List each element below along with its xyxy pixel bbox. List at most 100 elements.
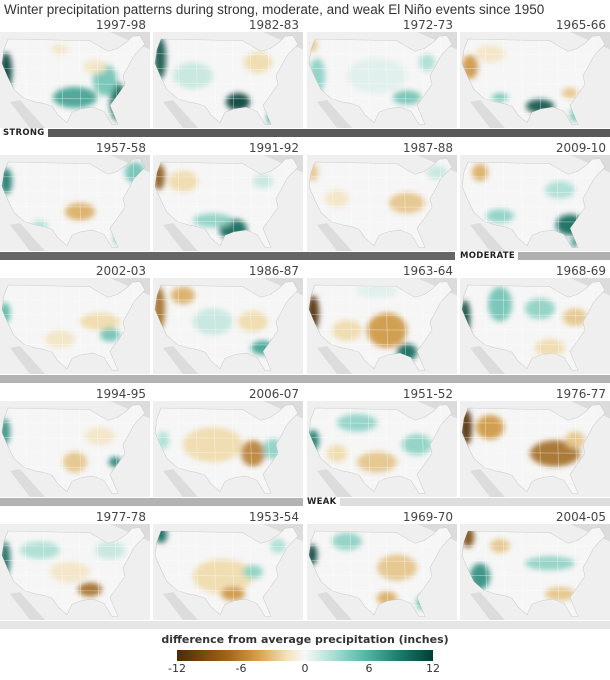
us-outline [1,404,146,494]
map-panel: 1969-70 [307,510,457,620]
state-line [213,527,217,617]
intensity-band-bar [0,375,610,383]
precip-anomaly-region [253,174,273,189]
map-panel: 2009-10 [460,141,610,251]
state-line [155,437,298,439]
season-label: 1976-77 [555,387,606,401]
precip-anomaly-region [2,302,10,324]
precip-anomaly-region [243,565,263,579]
state-line [462,176,605,178]
intensity-band-bar: MODERATE [0,251,610,261]
land-shading [317,592,352,620]
state-line [309,422,452,424]
map-panel: 2004-05 [460,510,610,620]
season-label: 1991-92 [248,141,299,155]
state-line [213,404,217,494]
band-segment [0,498,303,506]
us-precipitation-map [307,524,457,620]
legend-tick: 12 [426,662,440,675]
precip-anomaly-region [470,563,490,590]
map-panel: 1953-54 [153,510,303,620]
precip-anomaly-region [525,298,555,320]
legend-color-ramp [177,650,433,661]
precip-anomaly-region [183,427,243,463]
figure-title: Winter precipitation patterns during str… [4,2,545,17]
precip-anomaly-region [556,214,584,236]
precip-anomaly-region [462,527,474,548]
precip-anomaly-region [193,558,253,594]
land-shading [10,223,45,251]
us-precipitation-map [0,524,150,620]
intensity-band-bar [0,621,610,629]
state-line [309,314,452,316]
precip-anomaly-region [492,93,508,102]
precip-anomaly-region [571,237,579,248]
state-line [462,560,605,562]
precip-anomaly-region [570,107,580,122]
intensity-label: WEAK [304,497,340,507]
land-shading [317,100,352,128]
map-panel: 1991-92 [153,141,303,251]
state-line [367,158,371,248]
map-panel: 1972-73 [307,18,457,128]
season-label: 1987-88 [402,141,453,155]
precip-anomaly-region [309,38,317,53]
state-line [155,560,298,562]
state-line [2,299,145,301]
precip-anomaly-region [78,582,102,597]
precip-anomaly-region [2,52,12,91]
land-shading [10,346,45,374]
precip-anomaly-region [417,595,427,610]
land-shading [317,469,352,497]
precip-anomaly-region [402,434,432,456]
land-shading [10,592,45,620]
precip-anomaly-region [241,440,265,467]
land-shading [163,592,198,620]
precip-anomaly-region [155,37,166,80]
us-precipitation-map [460,278,610,374]
precip-anomaly-region [462,409,472,445]
state-line [155,191,298,193]
us-precipitation-map [0,278,150,374]
state-line [309,53,452,55]
intensity-row-row-5: 1977-78 1953-54 1969-70 2004-05 [0,510,610,630]
state-line [309,545,452,547]
map-panel: 2002-03 [0,264,150,374]
precip-anomaly-region [50,561,90,583]
precip-anomaly-region [309,295,319,331]
intensity-row-weak: 1994-95 2006-07 1951-52 1976-77 WEAK [0,387,610,507]
map-panel: 1951-52 [307,387,457,497]
intensity-label: MODERATE [457,251,519,261]
us-precipitation-map [153,278,303,374]
land-shading [470,223,505,251]
precip-anomaly-region [427,165,447,180]
map-panel: 1994-95 [0,387,150,497]
precip-anomaly-region [545,586,575,601]
us-precipitation-map [307,32,457,128]
map-panel: 1997-98 [0,18,150,128]
season-label: 1957-58 [95,141,146,155]
precip-anomaly-region [327,444,347,463]
season-label: 1953-54 [248,510,299,524]
state-line [60,158,64,248]
land-shading [163,100,198,128]
us-precipitation-map [307,155,457,251]
land-shading [163,469,198,497]
state-line [367,281,371,371]
precip-anomaly-region [332,319,362,341]
legend-tick: 0 [301,662,309,675]
state-line [520,527,524,617]
state-line [309,437,452,439]
precip-anomaly-region [244,52,272,74]
state-line [2,314,145,316]
precip-anomaly-region [251,340,275,355]
precip-anomaly-region [53,86,97,108]
precip-anomaly-region [357,451,397,473]
state-line [462,53,605,55]
precip-anomaly-region [309,544,317,566]
map-panel: 1987-88 [307,141,457,251]
precip-anomaly-region [347,58,407,94]
land-shading [10,469,45,497]
precip-anomaly-region [2,541,10,577]
precip-anomaly-region [419,53,435,72]
